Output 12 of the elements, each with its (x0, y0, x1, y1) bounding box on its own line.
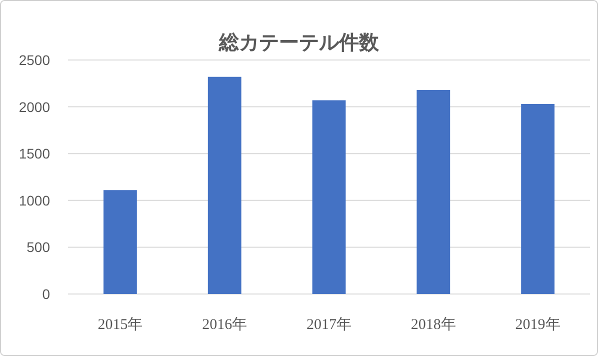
ytick: 2000 (18, 98, 50, 115)
xtick: 2015年 (98, 317, 143, 333)
xtick: 2018年 (410, 317, 456, 333)
ytick: 2500 (18, 52, 50, 68)
xtick: 2019年 (515, 317, 560, 333)
ytick: 0 (42, 286, 50, 302)
title: 総カテーテル件数 (219, 30, 379, 54)
ytick: 1000 (18, 192, 50, 208)
xtick: 2016年 (202, 317, 248, 333)
xtick: 2017年 (306, 317, 352, 333)
ytick: 1500 (18, 146, 50, 162)
ytick: 500 (26, 239, 50, 256)
